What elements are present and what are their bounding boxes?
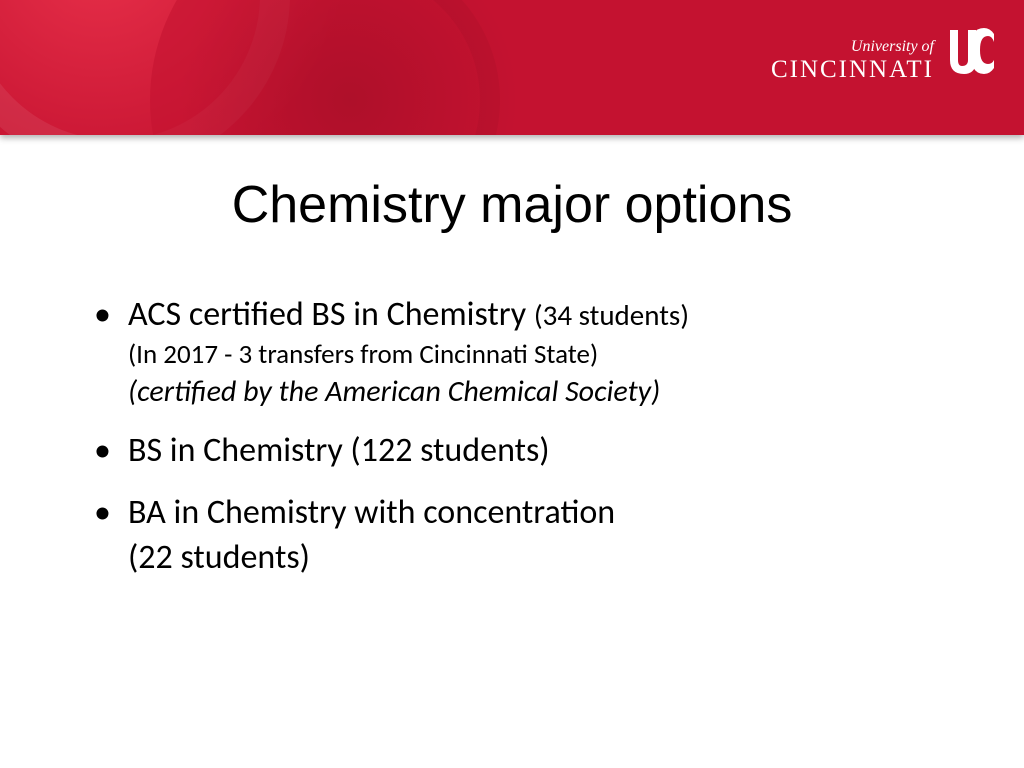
bullet-subtext: (22 students) (128, 537, 310, 578)
bullet-list: ACS certified BS in Chemistry (34 studen… (70, 293, 954, 580)
header-banner: University of CINCINNATI (0, 0, 1024, 135)
decorative-swirl (145, 0, 555, 135)
bullet-subtext-italic: (certified by the American Chemical Soci… (128, 372, 954, 411)
decorative-swirl (0, 0, 290, 135)
bullet-main: BA in Chemistry with concentration (128, 492, 615, 533)
list-item: ACS certified BS in Chemistry (34 studen… (90, 293, 954, 411)
bullet-main: BS in Chemistry (122 students) (128, 430, 550, 471)
bullet-subtext: (In 2017 - 3 transfers from Cincinnati S… (128, 337, 954, 372)
university-logo: University of CINCINNATI (771, 22, 996, 82)
list-item: BA in Chemistry with concentration (22 s… (90, 491, 954, 579)
logo-big-text: CINCINNATI (771, 57, 934, 82)
bullet-detail: (34 students) (534, 297, 689, 333)
slide-content: Chemistry major options ACS certified BS… (0, 135, 1024, 580)
list-item: BS in Chemistry (122 students) (90, 429, 954, 473)
uc-logo-icon (944, 22, 996, 82)
bullet-main: ACS certified BS in Chemistry (128, 294, 534, 335)
slide-title: Chemistry major options (70, 175, 954, 235)
logo-small-text: University of (771, 39, 934, 55)
